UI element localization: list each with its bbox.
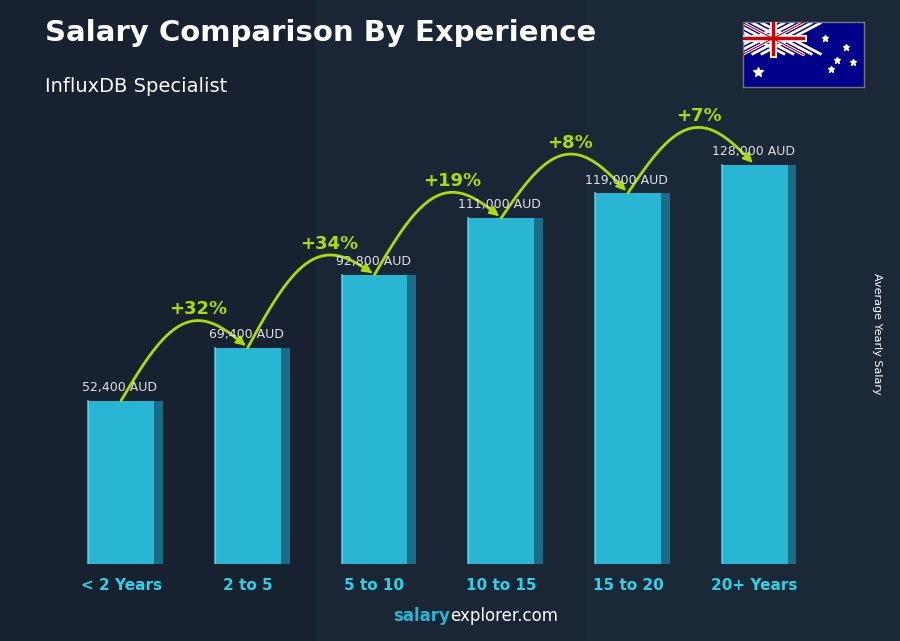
- Text: Salary Comparison By Experience: Salary Comparison By Experience: [45, 19, 596, 47]
- Bar: [88, 401, 154, 564]
- Text: 128,000 AUD: 128,000 AUD: [712, 146, 795, 158]
- Polygon shape: [154, 401, 163, 564]
- Bar: [341, 275, 408, 564]
- Polygon shape: [408, 275, 417, 564]
- Text: 69,400 AUD: 69,400 AUD: [209, 328, 284, 341]
- Text: 92,800 AUD: 92,800 AUD: [336, 255, 410, 268]
- Text: +34%: +34%: [301, 235, 358, 253]
- Text: 52,400 AUD: 52,400 AUD: [82, 381, 158, 394]
- Text: salary: salary: [393, 607, 450, 625]
- Bar: [595, 193, 661, 564]
- Text: +32%: +32%: [169, 300, 228, 319]
- Bar: [468, 218, 534, 564]
- Polygon shape: [661, 193, 670, 564]
- Text: explorer.com: explorer.com: [450, 607, 558, 625]
- Text: +19%: +19%: [423, 172, 481, 190]
- Text: InfluxDB Specialist: InfluxDB Specialist: [45, 77, 227, 96]
- Text: Average Yearly Salary: Average Yearly Salary: [872, 272, 883, 394]
- Text: 119,000 AUD: 119,000 AUD: [585, 174, 668, 187]
- Polygon shape: [788, 165, 796, 564]
- Text: +7%: +7%: [676, 107, 722, 125]
- Text: 111,000 AUD: 111,000 AUD: [458, 199, 542, 212]
- Polygon shape: [534, 218, 543, 564]
- Polygon shape: [281, 347, 290, 564]
- Bar: [0, 0, 315, 641]
- Bar: [585, 0, 900, 641]
- Text: +8%: +8%: [547, 134, 593, 152]
- Bar: [215, 347, 281, 564]
- Bar: [722, 165, 788, 564]
